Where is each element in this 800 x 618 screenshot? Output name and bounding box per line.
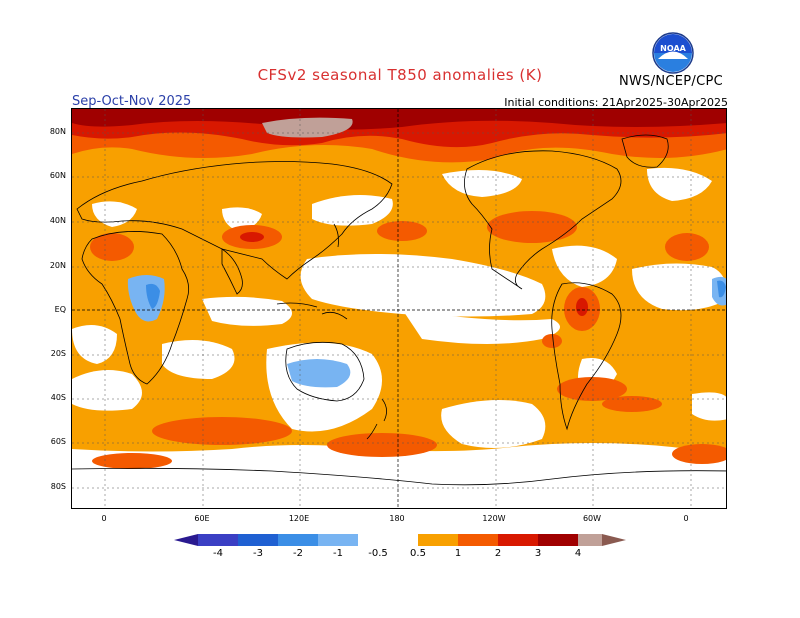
colorbar-arrow-high	[602, 534, 626, 546]
lon-label: 120W	[482, 514, 506, 523]
colorbar-label: 1	[454, 548, 462, 559]
colorbar-arrow-low	[174, 534, 198, 546]
colorbar-label: -2	[293, 548, 303, 559]
colorbar-label: 4	[574, 548, 582, 559]
colorbar-label: -4	[213, 548, 223, 559]
colorbar-label: 3	[534, 548, 542, 559]
logo-text: NOAA	[660, 44, 686, 53]
lon-label: 60E	[194, 514, 210, 523]
colorbar-label: 0.5	[410, 548, 426, 559]
initial-conditions-label: Initial conditions: 21Apr2025-30Apr2025	[504, 96, 728, 109]
map-title: CFSv2 seasonal T850 anomalies (K)	[257, 66, 543, 84]
lat-label: 20S	[50, 349, 66, 358]
colorbar-label: -1	[333, 548, 343, 559]
colorbar-label: 2	[494, 548, 502, 559]
anomaly-map-svg	[72, 109, 726, 508]
lon-label: 0	[101, 514, 107, 523]
agency-label: NWS/NCEP/CPC	[618, 74, 724, 89]
colorbar	[174, 534, 626, 546]
lon-label: 180	[389, 514, 405, 523]
equator-dateline	[72, 109, 726, 508]
anomaly-map	[71, 108, 727, 509]
colorbar-label: -3	[253, 548, 263, 559]
lat-label: 40S	[50, 393, 66, 402]
strong-warm-blobs	[240, 232, 588, 316]
season-label: Sep-Oct-Nov 2025	[72, 94, 192, 109]
lon-label: 60W	[582, 514, 602, 523]
anomaly-fill-3-4	[72, 109, 726, 130]
lat-label: 60N	[49, 171, 66, 180]
lon-label: 0	[683, 514, 689, 523]
lat-label: 20N	[49, 261, 66, 270]
lat-label: 80N	[49, 127, 66, 136]
colorbar-label: -0.5	[368, 548, 388, 559]
lat-label: EQ	[54, 305, 66, 314]
coastlines	[72, 134, 726, 486]
warm-anomaly-blobs	[90, 211, 726, 469]
anomaly-fill-gt4	[262, 117, 353, 138]
lat-label: 80S	[50, 482, 66, 491]
grid-lines	[72, 109, 726, 508]
noaa-logo: NOAA	[652, 32, 694, 74]
lat-label: 60S	[50, 437, 66, 446]
lon-label: 120E	[288, 514, 310, 523]
lat-label: 40N	[49, 216, 66, 225]
